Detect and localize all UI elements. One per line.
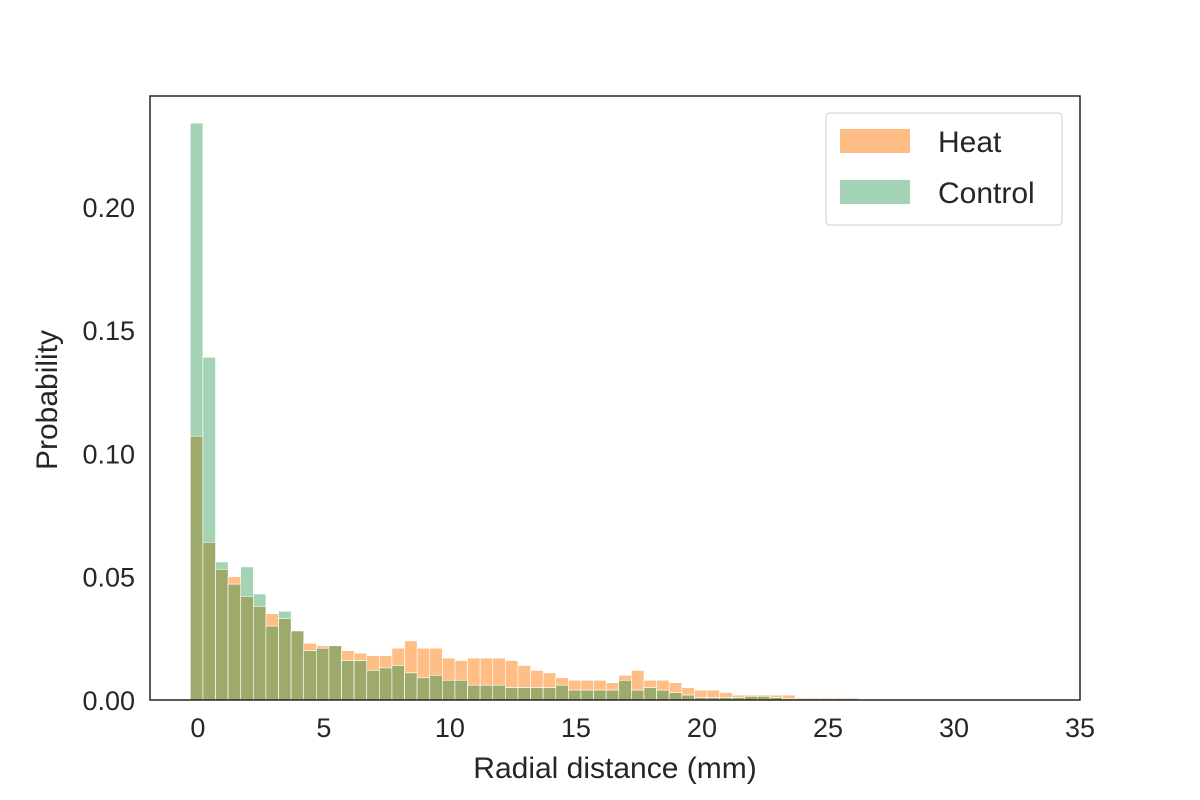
overlap-bar <box>341 660 355 701</box>
overlap-bar <box>618 679 632 701</box>
x-tick-label: 0 <box>190 713 205 743</box>
legend-label-heat: Heat <box>938 126 1002 159</box>
legend-label-control: Control <box>938 177 1035 210</box>
overlap-bar <box>215 569 229 701</box>
overlap-bar <box>605 689 620 701</box>
x-tick-label: 20 <box>687 713 717 743</box>
overlap-bar <box>542 687 557 701</box>
overlap-bar <box>379 667 393 701</box>
overlap-bar <box>505 687 519 701</box>
overlap-bar <box>492 684 506 701</box>
legend-swatch-control <box>840 180 910 204</box>
y-axis-ticks: 0.00 0.05 0.10 0.15 0.20 <box>82 193 135 716</box>
overlap-bar <box>580 689 594 701</box>
y-axis-label: Probability <box>31 330 64 470</box>
legend-swatch-heat <box>840 129 910 153</box>
plot-frame <box>149 95 1081 701</box>
legend: Heat Control <box>825 112 1063 226</box>
y-tick-label: 0.10 <box>82 439 135 469</box>
overlap-bar <box>265 625 279 701</box>
bars-layer <box>190 122 909 701</box>
overlap-bar <box>643 687 657 701</box>
overlap-bar <box>467 684 481 701</box>
x-tick-label: 25 <box>813 713 843 743</box>
x-tick-label: 35 <box>1065 713 1095 743</box>
x-tick-label: 30 <box>939 713 969 743</box>
overlap-bar <box>656 689 670 701</box>
overlap-bar <box>190 435 204 701</box>
overlap-bar <box>253 606 267 701</box>
overlap-bar <box>328 645 342 701</box>
x-tick-label: 15 <box>561 713 591 743</box>
overlap-bar <box>555 684 569 701</box>
y-tick-label: 0.00 <box>82 686 135 716</box>
overlap-bar <box>593 689 607 701</box>
overlap-bar <box>442 679 456 701</box>
overlap-bar <box>631 689 645 701</box>
y-tick-label: 0.20 <box>82 193 135 223</box>
overlap-bar <box>391 665 405 701</box>
y-tick-label: 0.15 <box>82 316 135 346</box>
overlap-bar <box>568 689 582 701</box>
overlap-bar <box>517 687 531 701</box>
overlap-bar <box>429 675 443 701</box>
overlap-bar <box>404 672 418 701</box>
overlap-bar <box>353 660 368 701</box>
overlap-bar <box>227 583 242 701</box>
overlap-bar <box>416 677 431 701</box>
overlap-bar <box>454 679 468 701</box>
x-axis-ticks: 0 5 10 15 20 25 30 35 <box>190 713 1095 743</box>
x-tick-label: 10 <box>435 713 465 743</box>
overlap-bar <box>290 630 305 701</box>
overlap-bar <box>240 596 254 701</box>
overlap-bar <box>278 618 292 701</box>
overlap-bar <box>202 541 216 701</box>
x-axis-label: Radial distance (mm) <box>473 752 756 785</box>
overlap-bar <box>366 670 380 701</box>
x-tick-label: 5 <box>316 713 331 743</box>
y-tick-label: 0.05 <box>82 563 135 593</box>
overlap-bar <box>303 650 317 701</box>
overlap-bar <box>668 692 683 701</box>
overlap-bar <box>479 684 494 701</box>
overlap-bar <box>316 647 330 701</box>
overlap-bar <box>530 687 544 701</box>
